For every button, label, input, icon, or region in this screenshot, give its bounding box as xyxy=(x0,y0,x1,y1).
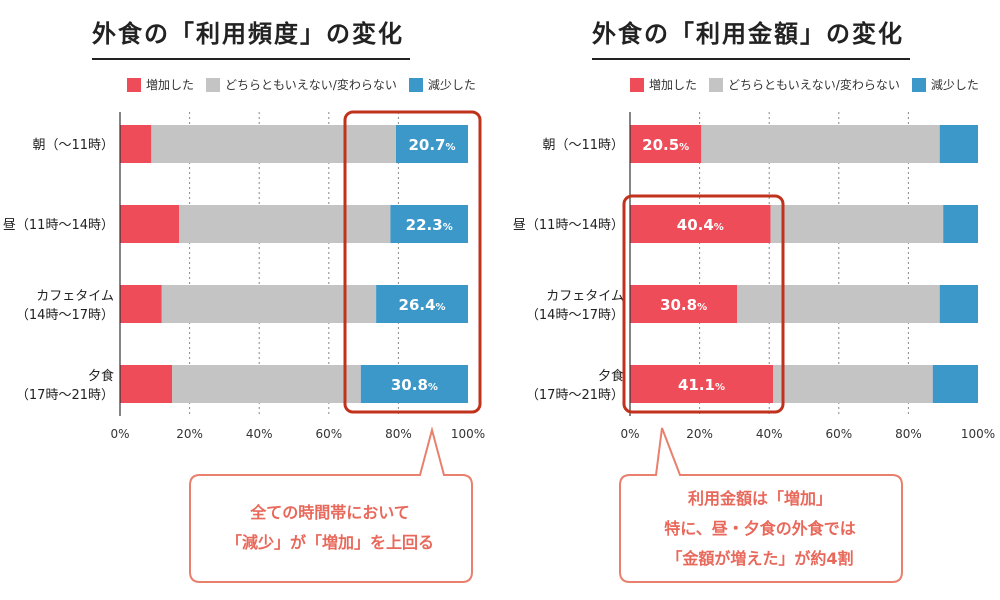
x-tick-label: 100% xyxy=(961,427,995,441)
bar-segment-increase xyxy=(630,365,774,403)
x-tick-label: 40% xyxy=(246,427,273,441)
bar-segment-decrease xyxy=(943,205,978,243)
x-tick-label: 40% xyxy=(756,427,783,441)
bar-segment-increase xyxy=(630,285,738,323)
bar-segment-neutral xyxy=(172,365,361,403)
callout-line: 「減少」が「増加」を上回る xyxy=(225,533,434,552)
chart2-plot: 20.5% 朝（〜11時） 40.4% 昼（11時〜14時） 30.8% カフェタイム （1… xyxy=(513,112,995,441)
bar-segment-decrease xyxy=(360,365,468,403)
category-label: カフェタイム xyxy=(36,289,114,304)
legend-swatch-neutral xyxy=(709,77,724,92)
x-tick-label: 0% xyxy=(110,427,129,441)
chart1-plot: 20.7% 朝（〜11時） 22.3% 昼（11時〜14時） 26.4% カフェタイム （1… xyxy=(3,110,485,441)
data-label: 20.5% xyxy=(642,136,689,154)
bar-segment-increase xyxy=(120,285,162,323)
callout-line: 利用金額は「増加」 xyxy=(687,489,832,508)
bar-segment-increase xyxy=(630,125,702,163)
bar-segment-neutral xyxy=(179,205,391,243)
legend-item-increase: 増加した xyxy=(127,76,194,93)
legend-item-increase: 増加した xyxy=(630,76,697,93)
chart2-legend: 増加した どちらともいえない/変わらない 減少した xyxy=(630,76,991,93)
legend-swatch-decrease xyxy=(408,77,423,92)
x-tick-label: 20% xyxy=(686,427,713,441)
legend-item-neutral: どちらともいえない/変わらない xyxy=(206,76,397,93)
legend-label: どちらともいえない/変わらない xyxy=(225,78,397,92)
bar-segment-neutral xyxy=(151,125,396,163)
highlight-box xyxy=(622,194,785,414)
bar-segment-increase xyxy=(120,205,180,243)
bar-segment-increase xyxy=(120,125,152,163)
callout-bubble xyxy=(619,427,903,583)
x-tick-label: 20% xyxy=(176,427,203,441)
data-label: 22.3% xyxy=(406,216,453,234)
bar-segment-neutral xyxy=(161,285,377,323)
bar-segment-decrease xyxy=(376,285,468,323)
bar-segment-neutral xyxy=(770,205,944,243)
bar-segment-decrease xyxy=(390,205,468,243)
chart1-legend: 増加した どちらともいえない/変わらない 減少した xyxy=(127,76,488,93)
category-label: （14時〜17時） xyxy=(526,308,624,323)
data-label: 30.8% xyxy=(660,296,707,314)
legend-label: 減少した xyxy=(427,78,476,92)
category-label: 朝（〜11時） xyxy=(32,138,114,153)
category-label: 昼（11時〜14時） xyxy=(513,218,624,233)
bar-segment-neutral xyxy=(737,285,940,323)
callout-line: 全ての時間帯において xyxy=(250,503,410,522)
legend-item-decrease: 減少した xyxy=(911,76,979,93)
bar-segment-decrease xyxy=(939,285,978,323)
legend-swatch-increase xyxy=(630,77,644,92)
x-tick-label: 60% xyxy=(825,427,852,441)
callout-bubble xyxy=(189,426,473,583)
category-label: 昼（11時〜14時） xyxy=(3,218,114,233)
data-label: 40.4% xyxy=(677,216,724,234)
chart2-title-underline xyxy=(592,58,910,60)
x-tick-label: 0% xyxy=(620,427,639,441)
chart1-title-underline xyxy=(92,58,410,60)
data-label: 41.1% xyxy=(678,376,725,394)
legend-swatch-increase xyxy=(127,77,141,92)
data-label: 26.4% xyxy=(399,296,446,314)
bar-segment-neutral xyxy=(701,125,940,163)
bar-segment-increase xyxy=(120,365,173,403)
x-tick-label: 100% xyxy=(451,427,485,441)
bar-segment-decrease xyxy=(932,365,978,403)
legend-label: 増加した xyxy=(649,78,698,92)
x-tick-label: 80% xyxy=(895,427,922,441)
highlight-box xyxy=(343,110,482,414)
legend-label: 増加した xyxy=(146,78,195,92)
data-label: 30.8% xyxy=(391,376,438,394)
legend-item-neutral: どちらともいえない/変わらない xyxy=(709,76,900,93)
category-label: 朝（〜11時） xyxy=(542,138,624,153)
category-label: （17時〜21時） xyxy=(16,388,114,403)
category-label: カフェタイム xyxy=(546,289,624,304)
x-tick-label: 80% xyxy=(385,427,412,441)
chart2-callout: 利用金額は「増加」 特に、昼・夕食の外食では 「金額が増えた」が約4割 xyxy=(610,420,910,590)
category-label: 夕食 xyxy=(598,368,624,384)
legend-label: 減少した xyxy=(930,78,979,92)
category-label: 夕食 xyxy=(88,368,114,384)
chart1-callout: 全ての時間帯において 「減少」が「増加」を上回る xyxy=(180,420,480,590)
bar-segment-decrease xyxy=(939,125,978,163)
chart1-title: 外食の「利用頻度」の変化 xyxy=(92,20,404,48)
legend-label: どちらともいえない/変わらない xyxy=(728,78,900,92)
callout-line: 「金額が増えた」が約4割 xyxy=(666,549,854,568)
callout-line: 特に、昼・夕食の外食では xyxy=(664,519,856,538)
legend-swatch-decrease xyxy=(911,77,926,92)
x-tick-label: 60% xyxy=(315,427,342,441)
chart2-title: 外食の「利用金額」の変化 xyxy=(592,20,904,48)
bar-segment-decrease xyxy=(395,125,468,163)
data-label: 20.7% xyxy=(408,136,455,154)
bar-segment-neutral xyxy=(773,365,933,403)
category-label: （14時〜17時） xyxy=(16,308,114,323)
category-label: （17時〜21時） xyxy=(526,388,624,403)
legend-item-decrease: 減少した xyxy=(408,76,476,93)
legend-swatch-neutral xyxy=(206,77,221,92)
bar-segment-increase xyxy=(630,205,771,243)
